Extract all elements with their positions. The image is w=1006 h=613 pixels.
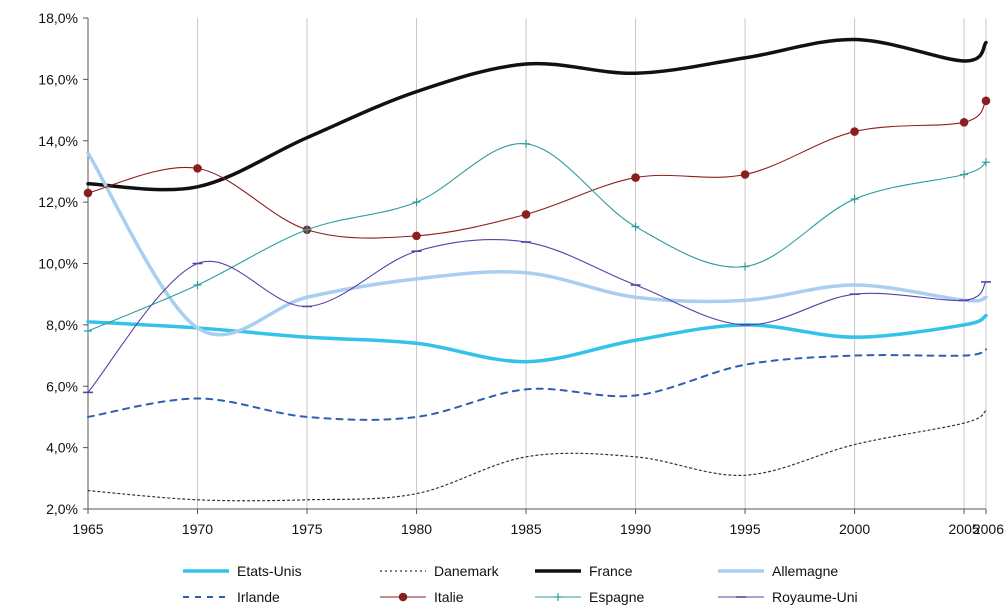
series-line-danemark [87, 410, 987, 502]
legend-marker [554, 593, 562, 601]
data-point-espagne-1990 [631, 222, 640, 231]
y-tick-label: 12,0% [38, 194, 78, 210]
y-tick-label: 4,0% [46, 440, 78, 456]
series-etats-unis [86, 313, 988, 364]
series-line-italie [87, 100, 987, 239]
legend-label: Irlande [237, 589, 280, 605]
x-tick-label: 1965 [72, 521, 103, 537]
y-tick-label: 6,0% [46, 378, 78, 394]
y-tick-label: 8,0% [46, 317, 78, 333]
data-point-espagne-1995 [741, 262, 750, 271]
data-point-italie-1990 [631, 173, 640, 182]
y-tick-label: 14,0% [38, 133, 78, 149]
data-point-italie-2005 [959, 118, 969, 127]
gridlines [87, 18, 987, 509]
x-tick-label: 2005 [949, 521, 980, 537]
legend-label: Danemark [434, 563, 500, 579]
series-line-france [86, 37, 988, 192]
data-point-espagne-1985 [522, 139, 531, 148]
x-tick-label: 2000 [839, 521, 870, 537]
data-point-espagne-1965 [84, 327, 92, 336]
y-tick-label: 2,0% [46, 501, 78, 517]
data-point-espagne-1980 [412, 198, 421, 207]
legend-item-danemark: Danemark [380, 563, 500, 579]
legend-label: Etats-Unis [237, 563, 302, 579]
series-royaume-uni [83, 238, 991, 394]
legend-item-allemagne: Allemagne [718, 563, 838, 579]
x-tick-label: 1980 [401, 521, 432, 537]
series-line-allemagne [86, 151, 988, 337]
legend: Etats-Unis Danemark France Allemagne Irlande… [183, 563, 858, 605]
series-line-irlande [87, 348, 987, 421]
data-point-italie-1965 [83, 188, 93, 198]
legend-item-france: France [535, 563, 633, 579]
data-point-italie-2000 [850, 127, 859, 136]
data-point-italie-2006 [981, 96, 991, 106]
series-danemark [87, 410, 987, 502]
x-tick-label: 1995 [729, 521, 760, 537]
series-irlande [87, 348, 987, 421]
data-point-espagne-1975 [303, 225, 312, 234]
y-tick-label: 10,0% [38, 256, 78, 272]
x-tick-label: 1975 [291, 521, 322, 537]
legend-item-royaume-uni: Royaume-Uni [718, 589, 858, 605]
data-point-espagne-2005 [960, 170, 969, 179]
series-italie [83, 96, 991, 241]
y-tick-label: 16,0% [38, 71, 78, 87]
series-france [86, 37, 988, 192]
legend-item-irlande: Irlande [183, 589, 280, 605]
legend-item-etats-unis: Etats-Unis [183, 563, 302, 579]
x-tick-label: 1970 [182, 521, 213, 537]
data-point-espagne-2006 [982, 158, 990, 167]
x-tick-label: 1990 [620, 521, 651, 537]
series-line-espagne [87, 143, 987, 332]
x-tick-label: 2006 [973, 521, 1004, 537]
data-point-espagne-2000 [850, 195, 859, 204]
y-tick-label: 18,0% [38, 10, 78, 26]
legend-label: Espagne [589, 589, 644, 605]
series-layer [83, 37, 991, 502]
data-point-espagne-1970 [193, 280, 202, 289]
data-point-italie-1995 [740, 170, 750, 179]
x-tick-label: 1985 [510, 521, 541, 537]
y-axis-ticks: 2,0% 4,0% 6,0% 8,0% 10,0% 12,0% 14,0% 16,0% 18,0… [38, 10, 88, 517]
series-espagne [84, 139, 990, 336]
series-line-royaume-uni [87, 238, 987, 393]
data-point-italie-1970 [193, 164, 202, 173]
series-line-etats-unis [86, 313, 988, 364]
data-point-italie-1985 [521, 210, 531, 219]
legend-label: Allemagne [772, 563, 838, 579]
legend-label: Italie [434, 589, 464, 605]
series-allemagne [86, 151, 988, 337]
legend-item-italie: Italie [380, 589, 464, 605]
data-point-italie-1980 [412, 231, 421, 241]
legend-item-espagne: Espagne [535, 589, 644, 605]
legend-label: France [589, 563, 633, 579]
legend-marker [398, 592, 408, 602]
legend-label: Royaume-Uni [772, 589, 858, 605]
